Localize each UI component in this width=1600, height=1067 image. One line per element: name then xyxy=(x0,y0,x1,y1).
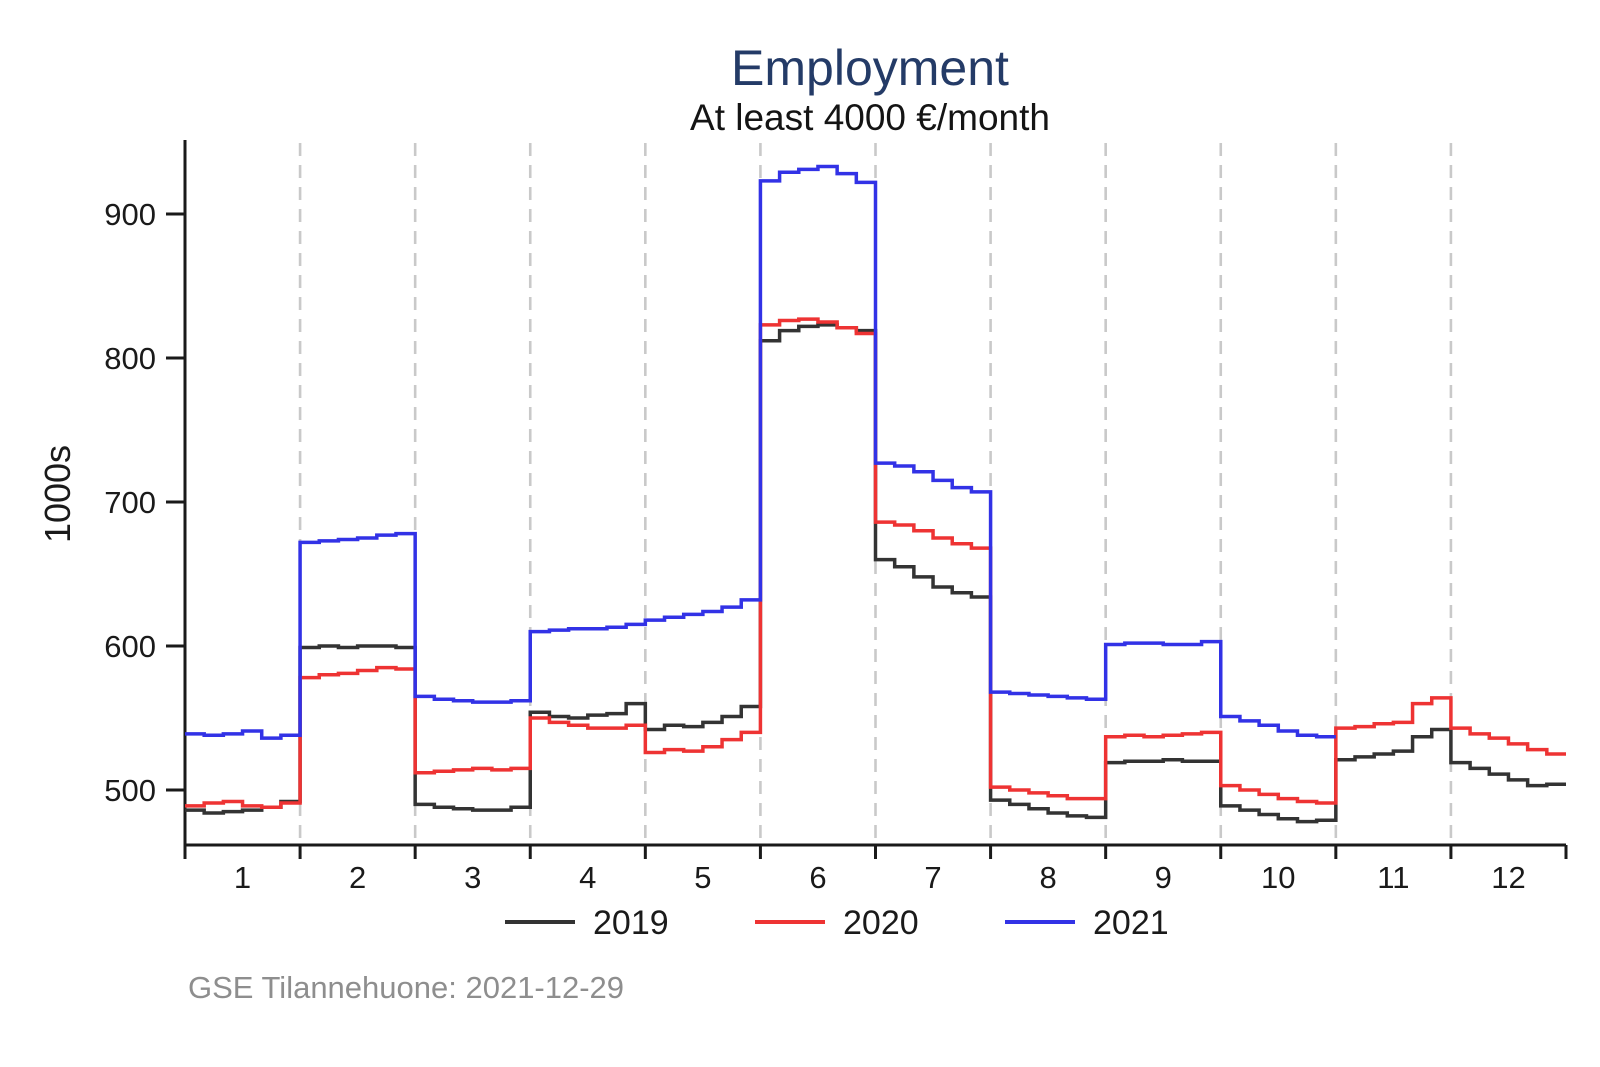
x-tick-label-9: 9 xyxy=(1155,860,1172,895)
x-tick-label-2: 2 xyxy=(349,860,366,895)
source-note: GSE Tilannehuone: 2021-12-29 xyxy=(188,970,624,1005)
legend-label-2019: 2019 xyxy=(593,904,669,942)
x-tick-label-3: 3 xyxy=(464,860,481,895)
x-tick-label-5: 5 xyxy=(694,860,711,895)
y-tick-label-700: 700 xyxy=(104,485,156,520)
legend-item-2021: 2021 xyxy=(1005,904,1169,942)
chart-title: Employment xyxy=(731,40,1009,96)
x-tick-label-7: 7 xyxy=(924,860,941,895)
series-line-2021 xyxy=(185,164,1336,740)
y-tick-label-600: 600 xyxy=(104,629,156,664)
data-series xyxy=(185,164,1566,824)
x-tick-label-4: 4 xyxy=(579,860,596,895)
y-tick-label-800: 800 xyxy=(104,341,156,376)
y-tick-label-500: 500 xyxy=(104,773,156,808)
x-tick-label-8: 8 xyxy=(1040,860,1057,895)
x-axis-ticks: 1 2 3 4 5 6 7 8 9 10 11 12 xyxy=(183,845,1568,895)
y-axis-ticks: 500 600 700 800 900 xyxy=(104,197,184,808)
legend: 2019 2020 2021 xyxy=(505,904,1169,942)
x-tick-label-10: 10 xyxy=(1261,860,1295,895)
y-axis-title: 1000s xyxy=(37,445,78,543)
x-tick-label-6: 6 xyxy=(809,860,826,895)
legend-item-2019: 2019 xyxy=(505,904,669,942)
x-tick-label-11: 11 xyxy=(1377,860,1409,895)
legend-label-2021: 2021 xyxy=(1093,904,1169,942)
x-tick-label-1: 1 xyxy=(234,860,251,895)
y-tick-label-900: 900 xyxy=(104,197,156,232)
legend-label-2020: 2020 xyxy=(843,904,919,942)
chart-subtitle: At least 4000 €/month xyxy=(690,97,1050,138)
x-tick-label-12: 12 xyxy=(1491,860,1525,895)
legend-item-2020: 2020 xyxy=(755,904,919,942)
